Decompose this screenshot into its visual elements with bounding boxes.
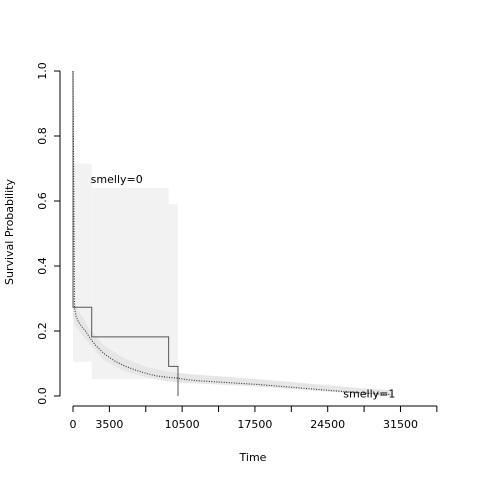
x-tick-label-17500: 17500: [237, 418, 272, 431]
annotation-smelly0: smelly=0: [91, 173, 143, 186]
x-axis-title: Time: [239, 451, 267, 464]
y-axis-title: Survival Probability: [3, 179, 16, 285]
y-tick-label-0.2: 0.2: [36, 322, 49, 340]
x-tick-label-3500: 3500: [95, 418, 123, 431]
y-tick-label-1: 1.0: [36, 62, 49, 80]
x-tick-label-10500: 10500: [165, 418, 200, 431]
x-tick-label-24500: 24500: [310, 418, 345, 431]
y-tick-label-0: 0.0: [36, 387, 49, 405]
y-tick-label-0.6: 0.6: [36, 192, 49, 210]
x-tick-label-31500: 31500: [383, 418, 418, 431]
x-tick-label-0: 0: [70, 418, 77, 431]
y-tick-label-0.4: 0.4: [36, 257, 49, 275]
y-tick-label-0.8: 0.8: [36, 127, 49, 145]
annotation-smelly1: smelly=1: [343, 388, 395, 401]
confidence-bands: [73, 164, 391, 396]
ci-band-smelly0-segment-2: [169, 204, 178, 379]
